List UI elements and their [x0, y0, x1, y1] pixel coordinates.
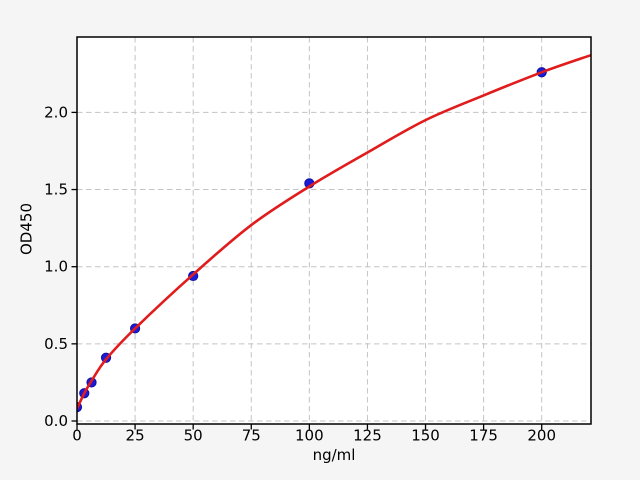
- y-tick-label: 0.0: [44, 412, 68, 430]
- grid: [76, 37, 591, 424]
- y-tick-label: 0.5: [44, 335, 68, 353]
- x-tick-label: 75: [242, 427, 261, 445]
- x-tick-label: 100: [295, 427, 324, 445]
- data-layer: [77, 54, 591, 413]
- x-tick-label: 50: [184, 427, 203, 445]
- y-axis-label: OD450: [17, 203, 36, 255]
- fit-curve: [77, 54, 591, 410]
- y-tick-label: 1.0: [44, 258, 68, 276]
- x-tick-label: 0: [72, 427, 82, 445]
- plot-area: [77, 37, 591, 424]
- y-tick-label: 2.0: [44, 103, 68, 121]
- x-tick-label: 175: [469, 427, 498, 445]
- x-tick-label: 150: [411, 427, 440, 445]
- x-tick-label: 25: [126, 427, 145, 445]
- plot-frame: [76, 36, 592, 425]
- ticks: [71, 111, 543, 430]
- x-axis-label: ng/ml: [312, 446, 356, 464]
- x-tick-label: 200: [527, 427, 556, 445]
- y-tick-label: 1.5: [44, 181, 68, 199]
- x-tick-label: 125: [353, 427, 382, 445]
